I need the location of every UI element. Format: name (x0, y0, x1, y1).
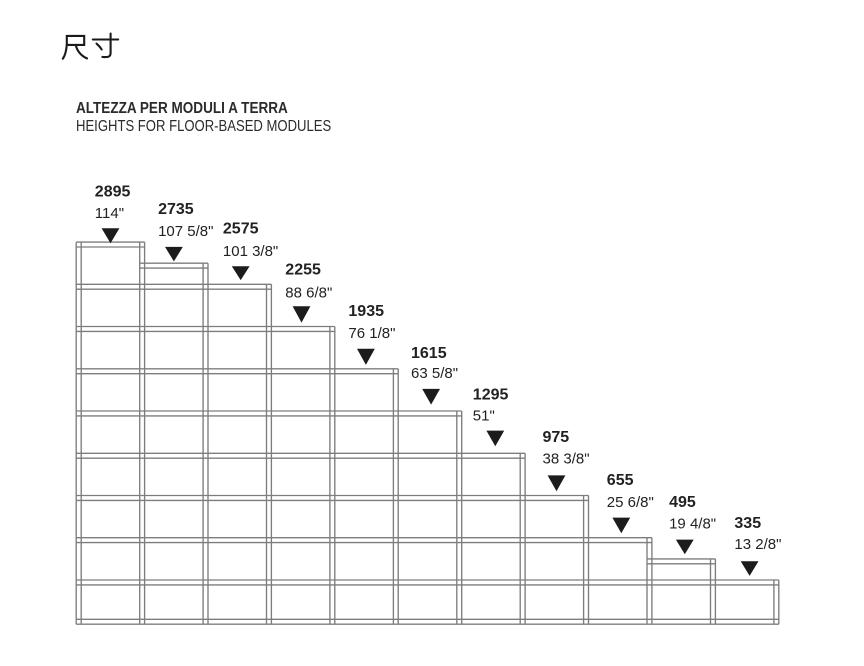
svg-text:63 5/8": 63 5/8" (411, 365, 458, 382)
svg-text:2735: 2735 (158, 201, 194, 218)
svg-text:51": 51" (473, 408, 495, 425)
svg-text:19 4/8": 19 4/8" (669, 515, 716, 532)
svg-text:2255: 2255 (285, 261, 321, 278)
svg-text:495: 495 (669, 494, 696, 511)
svg-text:76 1/8": 76 1/8" (348, 325, 395, 342)
svg-text:2895: 2895 (95, 184, 131, 201)
svg-text:655: 655 (607, 472, 634, 489)
svg-text:107 5/8": 107 5/8" (158, 223, 213, 240)
svg-text:13 2/8": 13 2/8" (734, 536, 781, 553)
svg-text:975: 975 (543, 429, 570, 446)
svg-text:38 3/8": 38 3/8" (543, 450, 590, 467)
svg-text:1615: 1615 (411, 345, 447, 362)
svg-text:101 3/8": 101 3/8" (223, 243, 278, 260)
svg-text:335: 335 (734, 515, 761, 532)
svg-text:114": 114" (95, 205, 124, 222)
svg-text:2575: 2575 (223, 220, 259, 237)
svg-text:25 6/8": 25 6/8" (607, 494, 654, 511)
svg-text:1295: 1295 (473, 387, 509, 404)
svg-text:88 6/8": 88 6/8" (285, 284, 332, 301)
svg-text:1935: 1935 (348, 303, 384, 320)
